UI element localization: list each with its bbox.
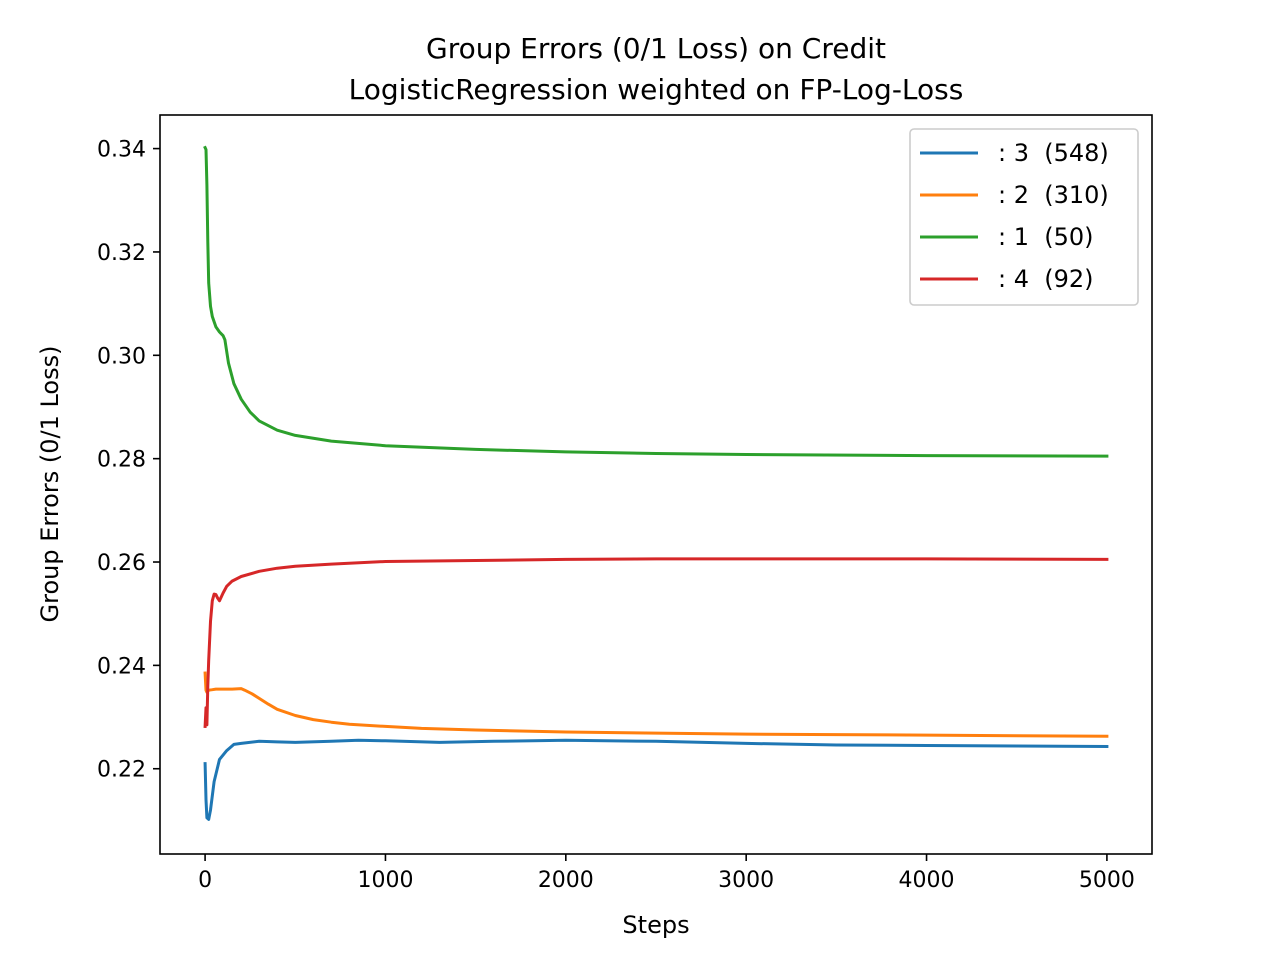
y-axis-ticks: 0.22 0.24 0.26 0.28 0.30 0.32 0.34 [97, 138, 160, 783]
y-tick-label: 0.26 [97, 551, 146, 576]
chart-title: Group Errors (0/1 Loss) on Credit [426, 32, 886, 65]
x-tick-label: 0 [198, 868, 212, 893]
y-tick-label: 0.32 [97, 241, 146, 266]
legend-label-0: : 3 (548) [998, 139, 1109, 167]
series-line-2 [203, 145, 1109, 458]
y-tick-label: 0.30 [97, 344, 146, 369]
y-tick-label: 0.24 [97, 654, 146, 679]
legend-label-1: : 2 (310) [998, 181, 1109, 209]
legend-label-3: : 4 (92) [998, 265, 1094, 293]
x-tick-label: 5000 [1079, 868, 1135, 893]
legend: : 3 (548) : 2 (310) : 1 (50) : 4 (92) [909, 128, 1139, 306]
x-tick-label: 1000 [357, 868, 413, 893]
x-axis-ticks: 0 1000 2000 3000 4000 5000 [198, 854, 1135, 893]
legend-box [909, 128, 1139, 306]
y-tick-label: 0.28 [97, 448, 146, 473]
chart-subtitle: LogisticRegression weighted on FP-Log-Lo… [349, 73, 964, 106]
series-layer [203, 145, 1109, 821]
plot-area-frame [159, 114, 1153, 855]
y-axis-label: Group Errors (0/1 Loss) [36, 346, 64, 623]
series-line-0 [203, 738, 1109, 821]
series-line-1 [203, 671, 1109, 738]
series-line-3 [203, 557, 1109, 728]
x-tick-label: 2000 [538, 868, 594, 893]
x-tick-label: 4000 [899, 868, 955, 893]
legend-label-2: : 1 (50) [998, 223, 1094, 251]
y-tick-label: 0.34 [97, 138, 146, 163]
x-tick-label: 3000 [718, 868, 774, 893]
x-axis-label: Steps [622, 911, 689, 939]
y-tick-label: 0.22 [97, 758, 146, 783]
